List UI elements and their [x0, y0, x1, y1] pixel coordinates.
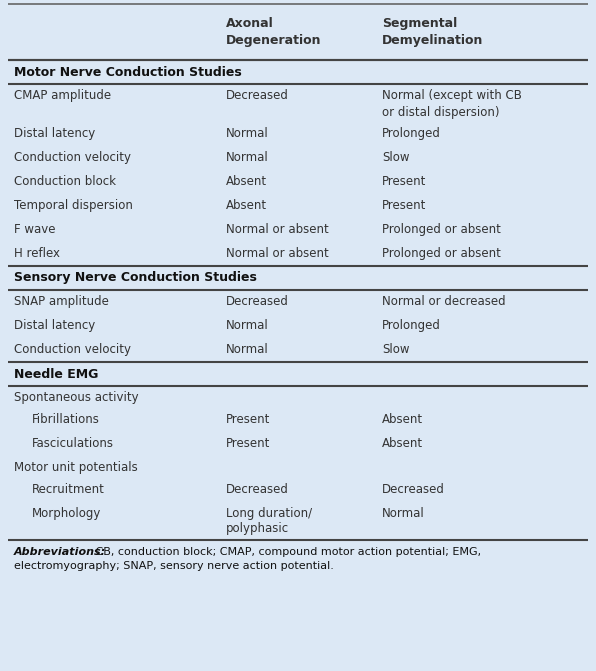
Text: Morphology: Morphology	[32, 507, 101, 520]
Bar	[8, 84, 588, 122]
Text: Temporal dispersion: Temporal dispersion	[14, 199, 133, 212]
Text: Decreased: Decreased	[226, 295, 288, 308]
Bar	[8, 146, 588, 170]
Bar	[8, 122, 588, 146]
Text: Conduction block: Conduction block	[14, 175, 116, 188]
Text: Absent: Absent	[226, 199, 267, 212]
Text: Conduction velocity: Conduction velocity	[14, 343, 131, 356]
Text: Axonal
Degeneration: Axonal Degeneration	[226, 17, 321, 47]
Text: Normal or absent: Normal or absent	[226, 223, 328, 236]
Text: Present: Present	[226, 413, 270, 426]
Bar	[8, 266, 588, 290]
Text: Present: Present	[382, 175, 427, 188]
Text: Slow: Slow	[382, 151, 410, 164]
Text: Normal: Normal	[226, 151, 268, 164]
Text: Distal latency: Distal latency	[14, 127, 95, 140]
Text: Normal or decreased: Normal or decreased	[382, 295, 506, 308]
Bar	[8, 194, 588, 218]
Text: Normal: Normal	[226, 319, 268, 332]
Text: Normal: Normal	[226, 343, 268, 356]
Text: Present: Present	[226, 437, 270, 450]
Bar	[8, 218, 588, 242]
Text: Normal or absent: Normal or absent	[226, 247, 328, 260]
Bar	[8, 502, 588, 540]
Text: Prolonged or absent: Prolonged or absent	[382, 247, 501, 260]
Text: Sensory Nerve Conduction Studies: Sensory Nerve Conduction Studies	[14, 272, 257, 285]
Text: Decreased: Decreased	[382, 483, 445, 496]
Text: Long duration/
polyphasic: Long duration/ polyphasic	[226, 507, 312, 535]
Text: Conduction velocity: Conduction velocity	[14, 151, 131, 164]
Text: CMAP amplitude: CMAP amplitude	[14, 89, 111, 102]
Bar	[8, 362, 588, 386]
Bar	[8, 170, 588, 194]
Text: Abbreviations:: Abbreviations:	[14, 547, 106, 557]
Text: Prolonged or absent: Prolonged or absent	[382, 223, 501, 236]
Text: Segmental
Demyelination: Segmental Demyelination	[382, 17, 484, 47]
Bar	[8, 4, 588, 60]
Text: Decreased: Decreased	[226, 483, 288, 496]
Text: Fasciculations: Fasciculations	[32, 437, 114, 450]
Text: Absent: Absent	[382, 413, 423, 426]
Bar	[8, 432, 588, 456]
Text: electromyography; SNAP, sensory nerve action potential.: electromyography; SNAP, sensory nerve ac…	[14, 561, 334, 571]
Text: Prolonged: Prolonged	[382, 319, 441, 332]
Bar	[8, 386, 588, 408]
Text: Absent: Absent	[382, 437, 423, 450]
Bar	[8, 314, 588, 338]
Text: Motor Nerve Conduction Studies: Motor Nerve Conduction Studies	[14, 66, 242, 79]
Text: Present: Present	[382, 199, 427, 212]
Text: Distal latency: Distal latency	[14, 319, 95, 332]
Text: H reflex: H reflex	[14, 247, 60, 260]
Bar	[8, 290, 588, 314]
Text: Slow: Slow	[382, 343, 410, 356]
Text: CB, conduction block; CMAP, compound motor action potential; EMG,: CB, conduction block; CMAP, compound mot…	[92, 547, 481, 557]
Text: Normal: Normal	[382, 507, 425, 520]
Text: SNAP amplitude: SNAP amplitude	[14, 295, 109, 308]
Text: Needle EMG: Needle EMG	[14, 368, 98, 380]
Bar	[8, 478, 588, 502]
Text: Motor unit potentials: Motor unit potentials	[14, 460, 138, 474]
Text: F wave: F wave	[14, 223, 55, 236]
Text: Decreased: Decreased	[226, 89, 288, 102]
Text: Absent: Absent	[226, 175, 267, 188]
Bar	[8, 456, 588, 478]
Text: Spontaneous activity: Spontaneous activity	[14, 391, 139, 403]
Text: Normal: Normal	[226, 127, 268, 140]
Text: Prolonged: Prolonged	[382, 127, 441, 140]
Bar	[8, 338, 588, 362]
Bar	[8, 60, 588, 84]
Text: Recruitment: Recruitment	[32, 483, 105, 496]
Text: Normal (except with CB
or distal dispersion): Normal (except with CB or distal dispers…	[382, 89, 522, 119]
Bar	[8, 408, 588, 432]
Text: Fibrillations: Fibrillations	[32, 413, 100, 426]
Bar	[8, 242, 588, 266]
